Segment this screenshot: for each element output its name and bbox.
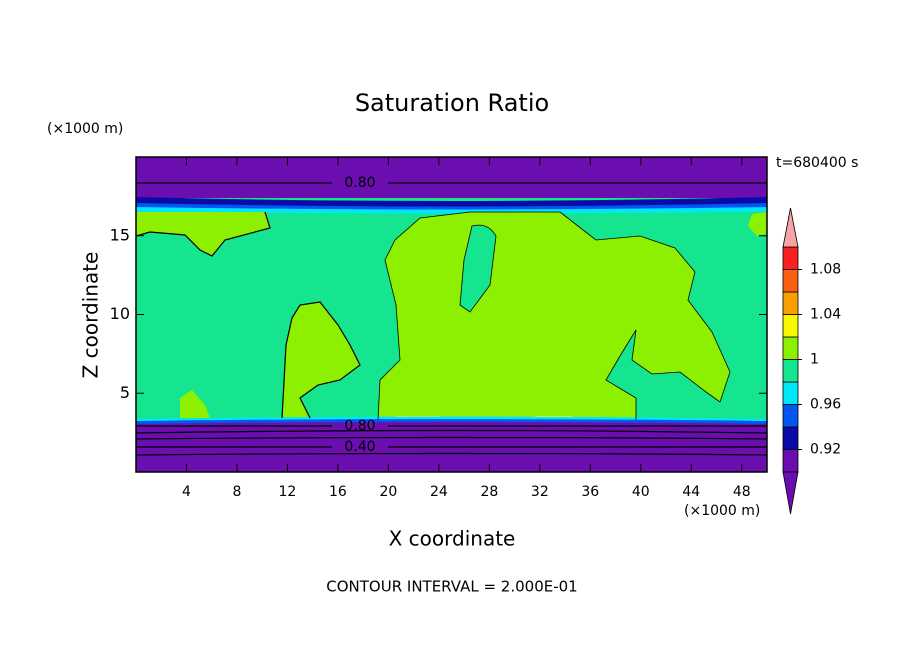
- y-unit: (×1000 m): [47, 121, 123, 137]
- colorbar-box: [782, 359, 799, 383]
- x-tick-label: 28: [480, 484, 498, 500]
- colorbar-box: [782, 336, 799, 360]
- colorbar-label: 0.96: [810, 397, 841, 413]
- x-tick-label: 40: [632, 484, 650, 500]
- contour-label: 0.40: [344, 439, 375, 455]
- colorbar-box: [782, 426, 799, 450]
- x-tick-label: 8: [232, 484, 241, 500]
- colorbar-label: 0.92: [810, 442, 841, 458]
- contour-region: [136, 197, 767, 208]
- x-tick-label: 4: [182, 484, 191, 500]
- x-unit: (×1000 m): [684, 503, 760, 519]
- footer: CONTOUR INTERVAL = 2.000E-01: [326, 578, 577, 596]
- contour-region: [180, 390, 210, 418]
- chart-title: Saturation Ratio: [355, 89, 549, 117]
- y-tick-label: 15: [110, 225, 130, 244]
- x-tick-label: 48: [733, 484, 751, 500]
- contour-label: 0.80: [344, 175, 375, 191]
- x-tick-label: 44: [682, 484, 700, 500]
- colorbar-box: [782, 291, 799, 315]
- x-tick-label: 16: [329, 484, 347, 500]
- x-tick-label: 24: [430, 484, 448, 500]
- time-label: t=680400 s: [776, 155, 858, 171]
- y-tick-label: 10: [110, 304, 130, 323]
- contour-label: 0.80: [344, 418, 375, 434]
- colorbar-box: [782, 314, 799, 338]
- y-axis-label: Z coordinate: [79, 252, 103, 379]
- contour-region: [136, 157, 767, 198]
- contour-lines: [136, 182, 767, 456]
- contour-region: [136, 207, 767, 214]
- contour-region: [282, 302, 360, 418]
- colorbar-box: [782, 381, 799, 405]
- x-tick-label: 36: [581, 484, 599, 500]
- colorbar-label: 1.04: [810, 307, 841, 323]
- y-tick-label: 5: [120, 383, 130, 402]
- colorbar-box: [782, 269, 799, 293]
- colorbar-under: [782, 471, 799, 515]
- contour-region: [136, 212, 270, 256]
- colorbar-over: [782, 207, 799, 248]
- colorbar-box: [782, 404, 799, 428]
- contour-region: [460, 225, 496, 312]
- x-tick-label: 20: [379, 484, 397, 500]
- colorbar-label: 1: [810, 352, 819, 368]
- contour-region: [748, 212, 767, 236]
- x-axis-label: X coordinate: [389, 527, 516, 551]
- x-tick-label: 32: [531, 484, 549, 500]
- x-tick-label: 12: [279, 484, 297, 500]
- contour-region: [136, 203, 767, 211]
- colorbar-label: 1.08: [810, 262, 841, 278]
- colorbar-box: [782, 246, 799, 270]
- contour-field: [136, 157, 767, 472]
- colorbar-box: [782, 449, 799, 473]
